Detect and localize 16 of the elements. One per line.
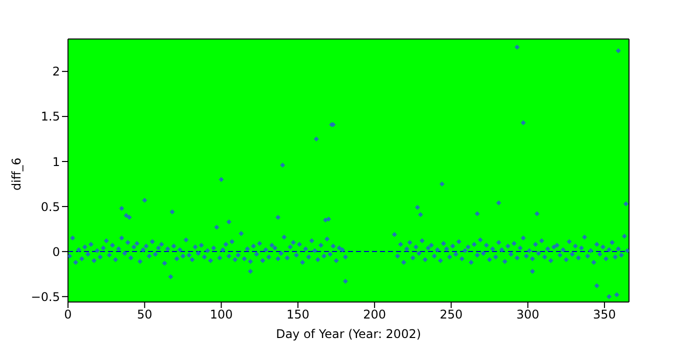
x-tick-label: 300 [516, 308, 540, 322]
x-tick-label: 200 [363, 308, 386, 322]
x-axis-title: Day of Year (Year: 2002) [276, 327, 422, 341]
x-tick-label: 50 [137, 308, 152, 322]
y-tick-label: 1.5 [40, 110, 60, 124]
x-tick-label: 350 [593, 308, 616, 322]
y-tick-label: 0.5 [40, 200, 60, 214]
y-axis-title: diff_6 [9, 158, 24, 190]
y-tick-label: −0.5 [30, 290, 60, 304]
y-tick-label: 2 [52, 64, 60, 79]
x-tick-label: 0 [64, 308, 72, 322]
y-tick-label: 1 [52, 154, 60, 169]
x-tick-label: 100 [210, 308, 233, 322]
x-tick-label: 250 [440, 308, 463, 322]
x-tick-label: 150 [286, 308, 310, 322]
y-tick-label: 0 [52, 244, 60, 259]
